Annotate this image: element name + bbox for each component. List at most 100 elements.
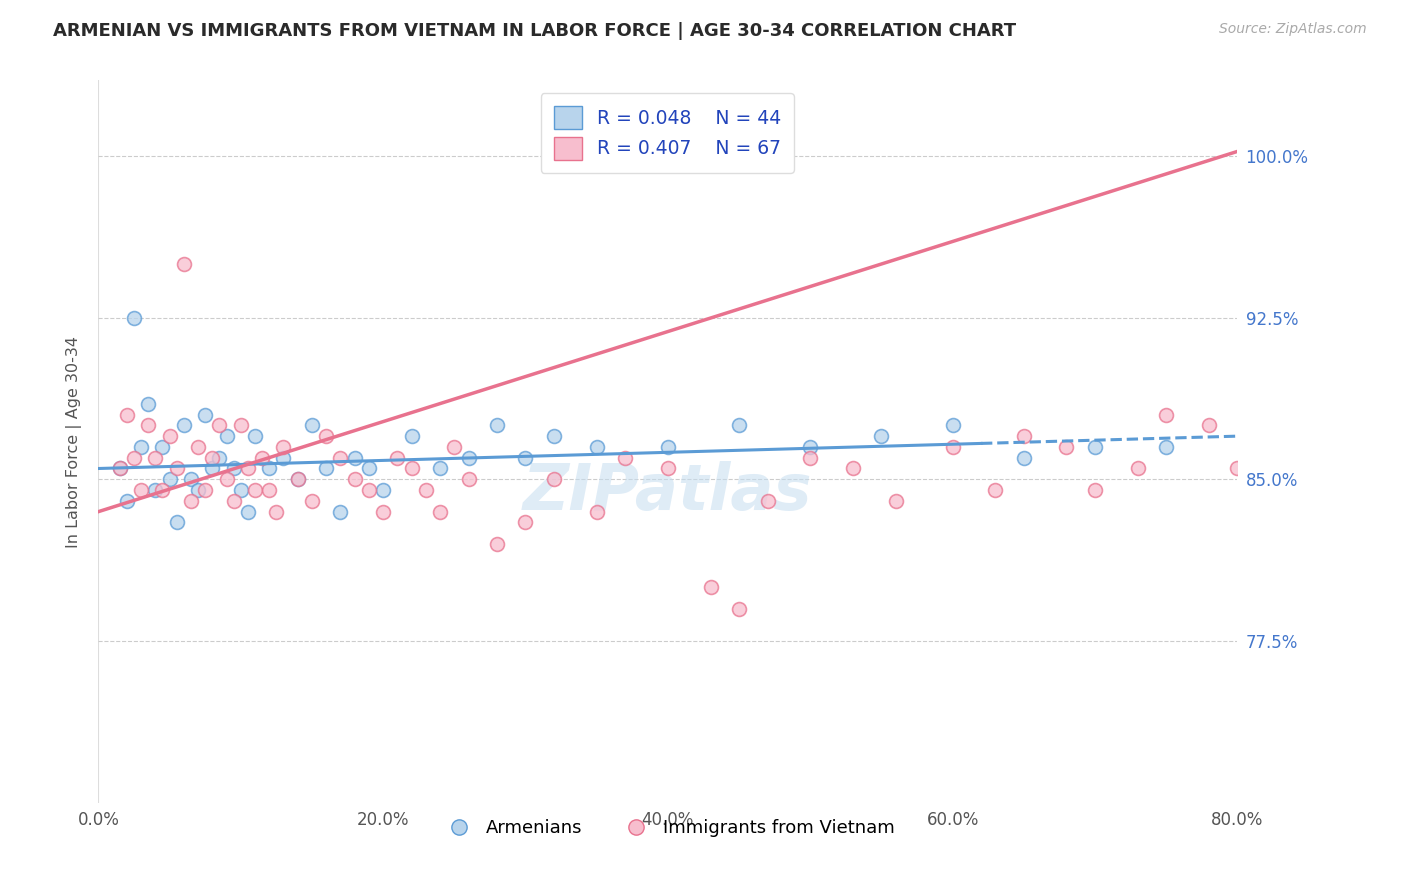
Point bbox=[429, 461, 451, 475]
Point bbox=[215, 429, 238, 443]
Point bbox=[259, 483, 281, 497]
Point bbox=[415, 483, 437, 497]
Point bbox=[401, 429, 423, 443]
Point bbox=[1154, 408, 1177, 422]
Point bbox=[942, 440, 965, 454]
Point bbox=[122, 310, 145, 325]
Text: ARMENIAN VS IMMIGRANTS FROM VIETNAM IN LABOR FORCE | AGE 30-34 CORRELATION CHART: ARMENIAN VS IMMIGRANTS FROM VIETNAM IN L… bbox=[53, 22, 1017, 40]
Text: Source: ZipAtlas.com: Source: ZipAtlas.com bbox=[1219, 22, 1367, 37]
Point bbox=[122, 450, 145, 465]
Point bbox=[1254, 397, 1277, 411]
Point bbox=[187, 440, 209, 454]
Point bbox=[129, 483, 152, 497]
Point bbox=[129, 440, 152, 454]
Point bbox=[315, 461, 337, 475]
Point bbox=[543, 429, 565, 443]
Text: ZIPatlas: ZIPatlas bbox=[523, 461, 813, 523]
Point bbox=[201, 461, 224, 475]
Point bbox=[1340, 257, 1362, 271]
Point bbox=[429, 505, 451, 519]
Point bbox=[585, 505, 607, 519]
Point bbox=[136, 418, 159, 433]
Point bbox=[1326, 300, 1348, 314]
Point bbox=[194, 408, 217, 422]
Point bbox=[357, 461, 380, 475]
Point bbox=[614, 450, 637, 465]
Point bbox=[1226, 461, 1249, 475]
Point bbox=[180, 493, 202, 508]
Point bbox=[250, 450, 273, 465]
Point bbox=[1012, 429, 1035, 443]
Point bbox=[1084, 483, 1107, 497]
Point bbox=[229, 418, 252, 433]
Point bbox=[657, 461, 679, 475]
Point bbox=[1268, 440, 1291, 454]
Point bbox=[287, 472, 309, 486]
Point bbox=[243, 429, 266, 443]
Point bbox=[159, 472, 181, 486]
Point bbox=[266, 505, 288, 519]
Point bbox=[173, 257, 195, 271]
Point bbox=[699, 580, 721, 594]
Point bbox=[1012, 450, 1035, 465]
Point bbox=[884, 493, 907, 508]
Point bbox=[343, 450, 366, 465]
Point bbox=[371, 505, 394, 519]
Point bbox=[799, 440, 821, 454]
Point bbox=[1084, 440, 1107, 454]
Point bbox=[108, 461, 131, 475]
Point bbox=[984, 483, 1007, 497]
Point bbox=[301, 418, 323, 433]
Point bbox=[222, 461, 245, 475]
Point bbox=[159, 429, 181, 443]
Point bbox=[585, 440, 607, 454]
Point bbox=[515, 450, 537, 465]
Point bbox=[387, 450, 409, 465]
Point bbox=[166, 461, 188, 475]
Point bbox=[799, 450, 821, 465]
Point bbox=[543, 472, 565, 486]
Point bbox=[343, 472, 366, 486]
Point bbox=[756, 493, 779, 508]
Point bbox=[208, 418, 231, 433]
Point bbox=[236, 461, 259, 475]
Point bbox=[215, 472, 238, 486]
Point bbox=[166, 516, 188, 530]
Point bbox=[145, 483, 167, 497]
Point bbox=[145, 450, 167, 465]
Point bbox=[236, 505, 259, 519]
Point bbox=[173, 418, 195, 433]
Point bbox=[371, 483, 394, 497]
Point bbox=[728, 418, 751, 433]
Point bbox=[457, 450, 479, 465]
Y-axis label: In Labor Force | Age 30-34: In Labor Force | Age 30-34 bbox=[66, 335, 82, 548]
Point bbox=[329, 505, 352, 519]
Point bbox=[187, 483, 209, 497]
Point bbox=[115, 493, 138, 508]
Point bbox=[222, 493, 245, 508]
Point bbox=[728, 601, 751, 615]
Point bbox=[229, 483, 252, 497]
Point bbox=[870, 429, 893, 443]
Point bbox=[180, 472, 202, 486]
Point bbox=[115, 408, 138, 422]
Point bbox=[1154, 440, 1177, 454]
Point bbox=[287, 472, 309, 486]
Point bbox=[357, 483, 380, 497]
Point bbox=[152, 483, 174, 497]
Point bbox=[1284, 332, 1306, 346]
Point bbox=[942, 418, 965, 433]
Point bbox=[208, 450, 231, 465]
Point bbox=[315, 429, 337, 443]
Point bbox=[329, 450, 352, 465]
Point bbox=[1126, 461, 1149, 475]
Point bbox=[457, 472, 479, 486]
Point bbox=[1298, 343, 1320, 357]
Point bbox=[401, 461, 423, 475]
Point bbox=[108, 461, 131, 475]
Point bbox=[486, 537, 509, 551]
Point bbox=[1354, 224, 1376, 238]
Point bbox=[657, 440, 679, 454]
Point bbox=[301, 493, 323, 508]
Point bbox=[194, 483, 217, 497]
